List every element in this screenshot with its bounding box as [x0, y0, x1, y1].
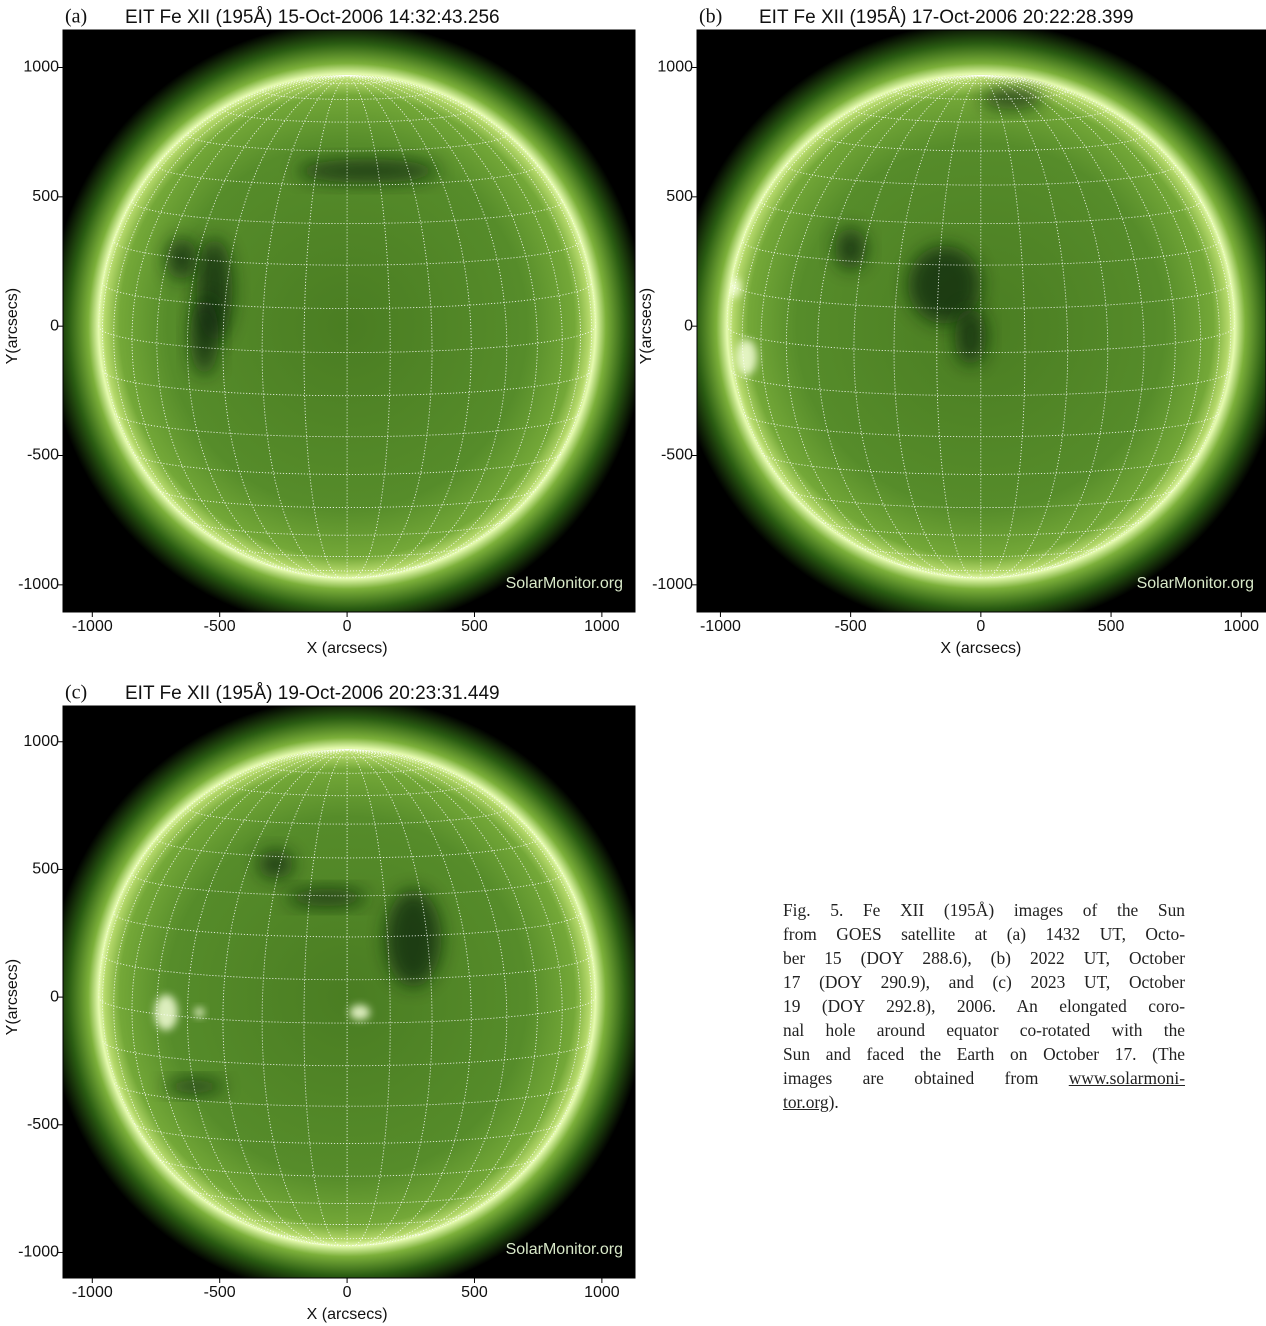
panel-title: EIT Fe XII (195Å) 19-Oct-2006 20:23:31.4…	[125, 683, 500, 704]
coronal-hole	[190, 298, 218, 376]
panel-title: EIT Fe XII (195Å) 15-Oct-2006 14:32:43.2…	[125, 7, 500, 28]
y-tick-label: 500	[666, 188, 693, 205]
y-axis-label: Y(arcsecs)	[638, 288, 655, 364]
x-tick-label: 500	[461, 1284, 488, 1301]
x-tick-label: 0	[343, 618, 352, 635]
watermark: SolarMonitor.org	[506, 575, 623, 592]
y-tick-label: -1000	[652, 576, 693, 593]
caption-line: tor.org).	[783, 1090, 1185, 1114]
panel-label: (c)	[65, 682, 87, 704]
x-tick-label: 1000	[584, 618, 620, 635]
y-tick-label: 1000	[23, 733, 59, 750]
caption-text: ).	[829, 1092, 839, 1112]
x-tick-label: 0	[343, 1284, 352, 1301]
y-axis-label: Y(arcsecs)	[4, 959, 21, 1035]
panel-title: EIT Fe XII (195Å) 17-Oct-2006 20:22:28.3…	[759, 7, 1134, 28]
solar-image: SolarMonitor.org	[48, 697, 647, 1297]
caption-line: 19 (DOY 292.8), 2006. An elongated coro-	[783, 994, 1185, 1018]
coronal-hole	[166, 238, 197, 279]
solar-image: SolarMonitor.org	[675, 22, 1266, 630]
y-tick-label: 0	[50, 988, 59, 1005]
x-tick-label: -1000	[72, 618, 113, 635]
caption-line: ber 15 (DOY 288.6), (b) 2022 UT, October	[783, 946, 1185, 970]
caption-line: from GOES satellite at (a) 1432 UT, Octo…	[783, 922, 1185, 946]
caption-text: ber 15 (DOY 288.6), (b) 2022 UT, October	[783, 948, 1185, 968]
panel: SolarMonitor.org -1000 -500 0 500 1000 -1000 -5…	[638, 6, 1266, 658]
caption-text: 19 (DOY 292.8), 2006. An elongated coro-	[783, 996, 1185, 1016]
caption-line: Fig. 5. Fe XII (195Å) images of the Sun	[783, 898, 1185, 922]
y-tick-label: -500	[27, 447, 59, 464]
page: {"chart_data": [ {"type": "image", "pane…	[0, 0, 1266, 1326]
coronal-hole	[258, 850, 294, 878]
x-tick-label: 1000	[1223, 618, 1259, 635]
y-tick-label: -1000	[18, 576, 59, 593]
caption: Fig. 5. Fe XII (195Å) images of the Sun f…	[783, 898, 1185, 1114]
y-tick-label: 500	[32, 188, 59, 205]
x-tick-label: 0	[976, 618, 985, 635]
active-region	[194, 1007, 204, 1017]
coronal-hole	[835, 228, 866, 269]
y-axis-label: Y(arcsecs)	[4, 288, 21, 364]
x-tick-label: -500	[835, 618, 867, 635]
caption-link[interactable]: tor.org	[783, 1092, 829, 1112]
caption-link[interactable]: www.solarmoni-	[1069, 1068, 1185, 1088]
watermark: SolarMonitor.org	[1137, 575, 1254, 592]
active-region	[350, 1005, 370, 1020]
x-axis-label: X (arcsecs)	[307, 640, 388, 657]
caption-line: images are obtained from www.solarmoni-	[783, 1066, 1185, 1090]
watermark: SolarMonitor.org	[506, 1241, 623, 1258]
coronal-hole	[385, 890, 441, 987]
active-region	[155, 995, 178, 1031]
y-tick-label: -1000	[18, 1244, 59, 1261]
caption-text: Sun and faced the Earth on October 17. (…	[783, 1044, 1185, 1064]
x-tick-label: -1000	[700, 618, 741, 635]
y-tick-label: 1000	[23, 59, 59, 76]
figure: SolarMonitor.org -1000 -500 0 500 1000 -1000 -5…	[0, 0, 1266, 1326]
x-tick-label: 500	[1098, 618, 1125, 635]
caption-text: nal hole around equator co-rotated with …	[783, 1020, 1185, 1040]
x-axis-label: X (arcsecs)	[307, 1306, 388, 1323]
caption-line: nal hole around equator co-rotated with …	[783, 1018, 1185, 1042]
caption-text: 17 (DOY 290.9), and (c) 2023 UT, October	[783, 972, 1185, 992]
panel-label: (a)	[65, 6, 87, 28]
x-tick-label: -1000	[72, 1284, 113, 1301]
caption-text: images are obtained from	[783, 1068, 1069, 1088]
active-region	[736, 339, 757, 375]
solar-image: SolarMonitor.org	[48, 22, 647, 630]
y-tick-label: -500	[661, 447, 693, 464]
x-tick-label: 1000	[584, 1284, 620, 1301]
y-tick-label: 1000	[657, 59, 693, 76]
caption-line: Sun and faced the Earth on October 17. (…	[783, 1042, 1185, 1066]
coronal-hole	[286, 889, 368, 907]
y-tick-label: 0	[684, 317, 693, 334]
panel-label: (b)	[699, 6, 722, 28]
caption-text: from GOES satellite at (a) 1432 UT, Octo…	[783, 924, 1185, 944]
coronal-hole	[955, 308, 986, 365]
x-tick-label: -500	[204, 618, 236, 635]
caption-line: 17 (DOY 290.9), and (c) 2023 UT, October	[783, 970, 1185, 994]
panel: SolarMonitor.org -1000 -500 0 500 1000 -1000 -5…	[4, 6, 646, 658]
panel: SolarMonitor.org -1000 -500 0 500 1000 -1000 -5…	[4, 682, 646, 1324]
y-tick-label: -500	[27, 1116, 59, 1133]
y-tick-label: 0	[50, 317, 59, 334]
x-tick-label: 500	[461, 618, 488, 635]
caption-text: Fig. 5. Fe XII (195Å) images of the Sun	[783, 900, 1185, 920]
x-tick-label: -500	[204, 1284, 236, 1301]
y-tick-label: 500	[32, 861, 59, 878]
x-axis-label: X (arcsecs)	[940, 640, 1021, 657]
